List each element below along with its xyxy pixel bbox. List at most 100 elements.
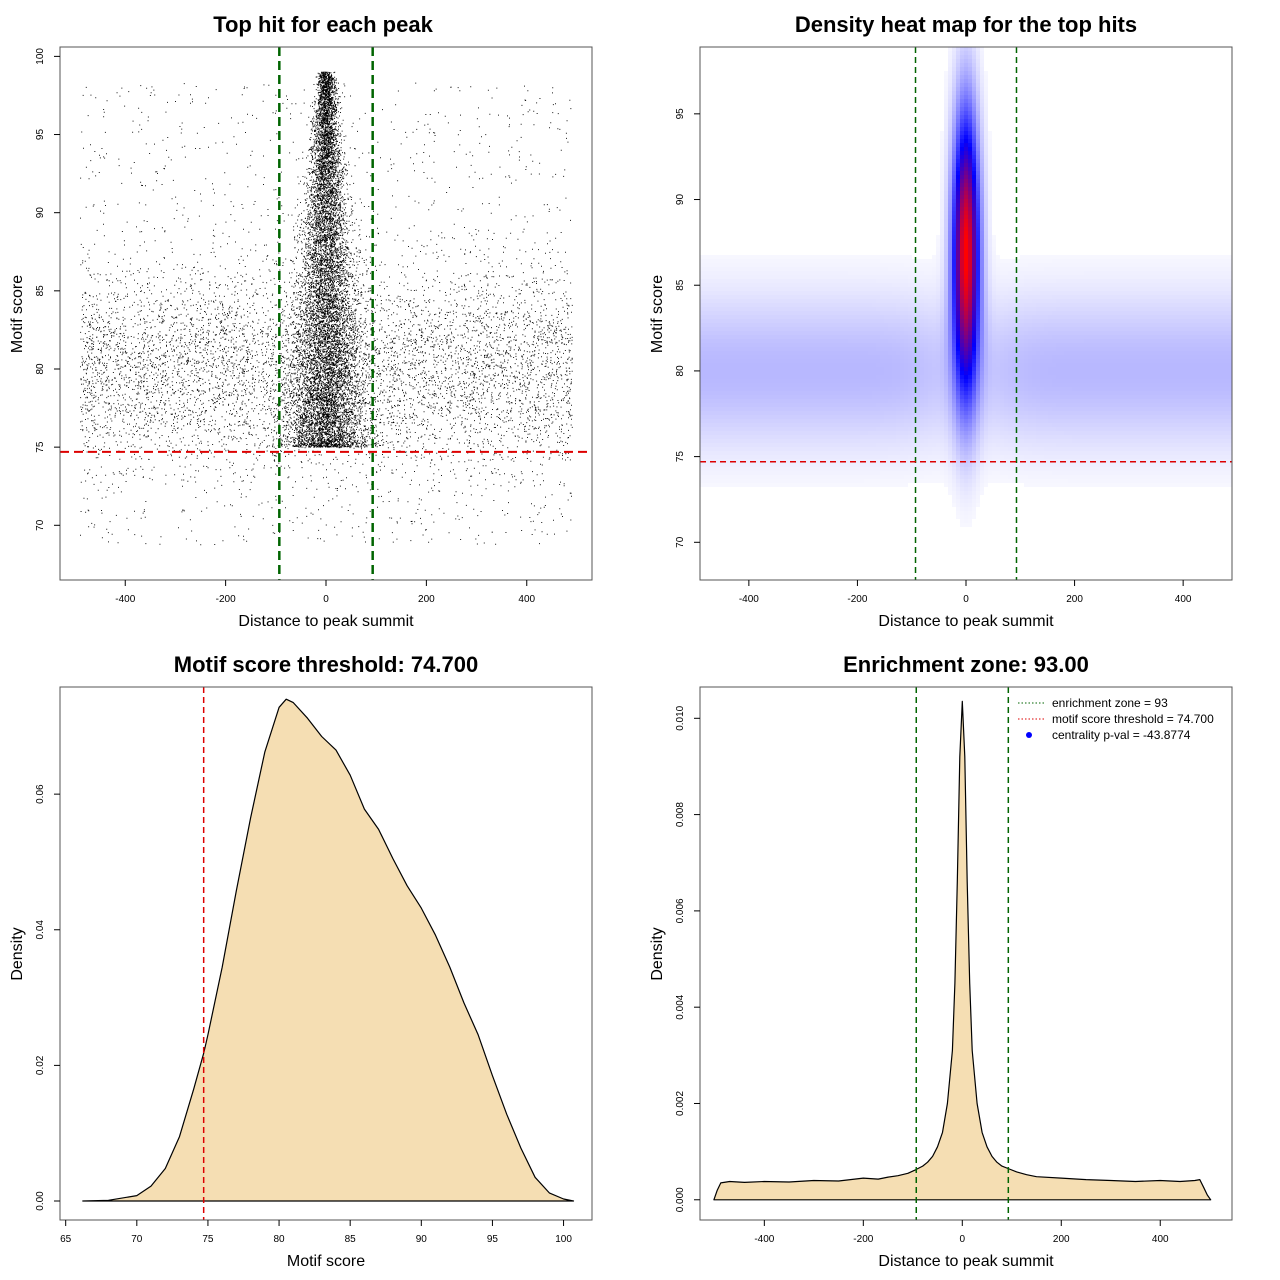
- heatmap-cell: [820, 327, 824, 331]
- heatmap-cell: [1004, 267, 1008, 271]
- heatmap-cell: [760, 355, 764, 359]
- heatmap-cell: [708, 371, 712, 375]
- heatmap-cell: [852, 375, 856, 379]
- heatmap-cell: [924, 267, 928, 271]
- heatmap-cell: [968, 47, 972, 51]
- heatmap-cell: [1196, 267, 1200, 271]
- heatmap-cell: [824, 263, 828, 267]
- heatmap-cell: [808, 287, 812, 291]
- heatmap-cell: [948, 379, 952, 383]
- heatmap-cell: [924, 291, 928, 295]
- heatmap-cell: [1028, 343, 1032, 347]
- heatmap-cell: [1132, 351, 1136, 355]
- heatmap-cell: [900, 343, 904, 347]
- heatmap-cell: [984, 331, 988, 335]
- heatmap-cell: [1020, 367, 1024, 371]
- heatmap-cell: [748, 275, 752, 279]
- heatmap-cell: [988, 339, 992, 343]
- heatmap-cell: [964, 359, 968, 363]
- heatmap-cell: [940, 239, 944, 243]
- heatmap-cell: [1012, 367, 1016, 371]
- heatmap-cell: [792, 335, 796, 339]
- heatmap-cell: [840, 327, 844, 331]
- heatmap-cell: [956, 231, 960, 235]
- heatmap-cell: [1120, 311, 1124, 315]
- heatmap-cell: [916, 291, 920, 295]
- heatmap-cell: [1216, 271, 1220, 275]
- heatmap-cell: [912, 355, 916, 359]
- heatmap-cell: [1004, 307, 1008, 311]
- heatmap-cell: [828, 359, 832, 363]
- heatmap-cell: [1088, 315, 1092, 319]
- heatmap-cell: [1024, 315, 1028, 319]
- heatmap-cell: [1164, 259, 1168, 263]
- heatmap-cell: [1008, 279, 1012, 283]
- heatmap-cell: [952, 179, 956, 183]
- heatmap-cell: [1176, 371, 1180, 375]
- heatmap-cell: [1000, 343, 1004, 347]
- heatmap-cell: [968, 191, 972, 195]
- heatmap-cell: [1192, 259, 1196, 263]
- heatmap-cell: [1192, 255, 1196, 259]
- heatmap-cell: [768, 331, 772, 335]
- heatmap-cell: [1208, 367, 1212, 371]
- heatmap-cell: [1164, 335, 1168, 339]
- heatmap-cell: [1172, 359, 1176, 363]
- heatmap-cell: [796, 283, 800, 287]
- heatmap-cell: [1168, 279, 1172, 283]
- heatmap-cell: [884, 315, 888, 319]
- heatmap-cell: [840, 271, 844, 275]
- heatmap-cell: [964, 367, 968, 371]
- heatmap-cell: [812, 323, 816, 327]
- heatmap-cell: [976, 227, 980, 231]
- heatmap-cell: [788, 303, 792, 307]
- heatmap-cell: [1136, 371, 1140, 375]
- heatmap-cell: [984, 247, 988, 251]
- heatmap-cell: [720, 307, 724, 311]
- heatmap-cell: [748, 299, 752, 303]
- heatmap-cell: [864, 379, 868, 383]
- heatmap-cell: [1212, 307, 1216, 311]
- heatmap-cell: [844, 367, 848, 371]
- heatmap-cell: [944, 335, 948, 339]
- heatmap-cell: [720, 379, 724, 383]
- heatmap-cell: [1000, 263, 1004, 267]
- heatmap-cell: [1088, 355, 1092, 359]
- heatmap-cell: [964, 323, 968, 327]
- heatmap-cell: [1108, 319, 1112, 323]
- heatmap-cell: [1100, 375, 1104, 379]
- heatmap-cell: [1068, 283, 1072, 287]
- heatmap-cell: [1088, 335, 1092, 339]
- heatmap-cell: [916, 355, 920, 359]
- heatmap-cell: [1116, 359, 1120, 363]
- heatmap-cell: [1088, 367, 1092, 371]
- heatmap-cell: [1084, 359, 1088, 363]
- heatmap-cell: [968, 383, 972, 387]
- heatmap-cell: [1012, 347, 1016, 351]
- heatmap-cell: [700, 327, 704, 331]
- heatmap-cell: [940, 331, 944, 335]
- heatmap-cell: [1020, 303, 1024, 307]
- heatmap-cell: [972, 55, 976, 59]
- heatmap-cell: [1176, 355, 1180, 359]
- heatmap-cell: [1168, 275, 1172, 279]
- heatmap-cell: [896, 335, 900, 339]
- heatmap-cell: [1172, 347, 1176, 351]
- heatmap-cell: [936, 319, 940, 323]
- heatmap-cell: [908, 327, 912, 331]
- heatmap-cell: [968, 343, 972, 347]
- heatmap-cell: [1092, 287, 1096, 291]
- heatmap-cell: [1152, 351, 1156, 355]
- heatmap-cell: [780, 347, 784, 351]
- heatmap-cell: [936, 339, 940, 343]
- heatmap-cell: [952, 171, 956, 175]
- heatmap-cell: [920, 371, 924, 375]
- heatmap-cell: [896, 311, 900, 315]
- heatmap-cell: [1220, 335, 1224, 339]
- heatmap-cell: [748, 335, 752, 339]
- heatmap-cell: [952, 71, 956, 75]
- heatmap-cell: [904, 359, 908, 363]
- heatmap-cell: [988, 203, 992, 207]
- heatmap-cell: [940, 347, 944, 351]
- heatmap-cell: [1168, 343, 1172, 347]
